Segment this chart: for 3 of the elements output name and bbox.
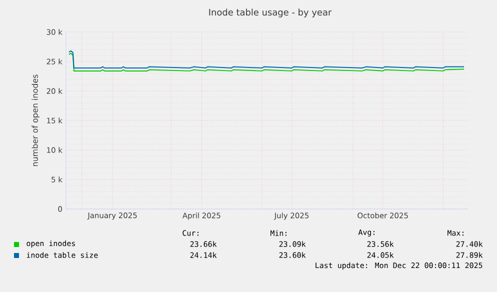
chart-title: Inode table usage - by year: [209, 8, 332, 18]
line-series: [68, 50, 465, 68]
line-series: [68, 52, 465, 72]
